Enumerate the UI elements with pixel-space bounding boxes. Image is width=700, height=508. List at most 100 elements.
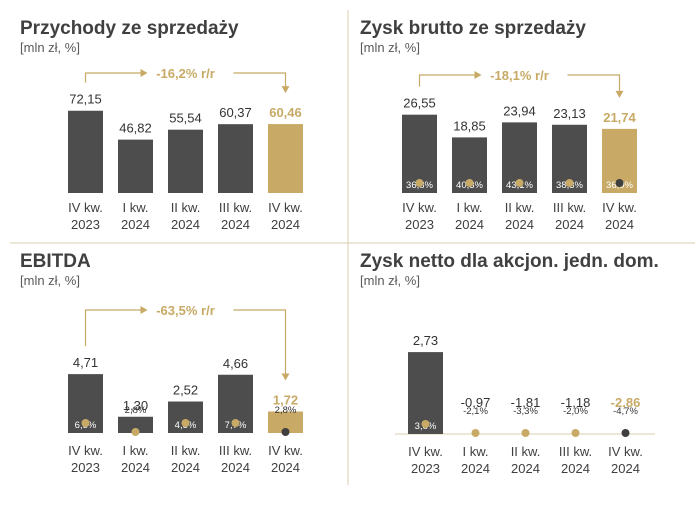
x-tick-label-4-year: 2024 bbox=[271, 460, 300, 475]
x-tick-label-1-quarter: I kw. bbox=[456, 200, 482, 215]
margin-marker-0 bbox=[81, 419, 90, 427]
x-tick-label-4-year: 2024 bbox=[605, 217, 634, 232]
margin-label-2: -3,3% bbox=[513, 406, 538, 417]
x-tick-label-4-year: 2024 bbox=[611, 461, 640, 476]
x-tick-label-1-year: 2024 bbox=[461, 461, 490, 476]
margin-marker-3 bbox=[571, 429, 580, 437]
x-tick-label-0-quarter: IV kw. bbox=[402, 200, 437, 215]
chart-unit-revenue: [mln zł, %] bbox=[20, 40, 80, 55]
margin-marker-2 bbox=[181, 419, 190, 427]
margin-marker-0 bbox=[415, 179, 424, 187]
chart-title-gross-profit: Zysk brutto ze sprzedaży bbox=[360, 18, 586, 39]
x-tick-label-3-year: 2024 bbox=[555, 217, 584, 232]
x-tick-label-0-year: 2023 bbox=[405, 217, 434, 232]
x-tick-label-3-year: 2024 bbox=[221, 217, 250, 232]
bar-4 bbox=[268, 124, 303, 193]
x-tick-label-1-year: 2024 bbox=[121, 217, 150, 232]
chart-unit-gross-profit: [mln zł, %] bbox=[360, 40, 420, 55]
chart-net-profit: Zysk netto dla akcjon. jedn. dom. [mln z… bbox=[360, 251, 659, 476]
chart-revenue: Przychody ze sprzedaży [mln zł, %] 72,15… bbox=[20, 18, 303, 232]
bracket-arrow-right bbox=[474, 71, 482, 79]
change-label: -63,5% r/r bbox=[156, 303, 215, 318]
margin-marker-4 bbox=[615, 179, 624, 187]
bracket-arrow-down bbox=[281, 86, 290, 94]
x-tick-label-2-quarter: II kw. bbox=[511, 444, 541, 459]
bracket-arrow-down bbox=[281, 373, 290, 381]
x-tick-label-3-year: 2024 bbox=[221, 460, 250, 475]
margin-marker-4 bbox=[621, 429, 630, 437]
bar-0 bbox=[68, 110, 103, 193]
x-tick-label-0-year: 2023 bbox=[71, 217, 100, 232]
x-tick-label-3-quarter: III kw. bbox=[559, 444, 592, 459]
change-bracket: -18,1% r/r bbox=[418, 68, 624, 98]
x-tick-label-4-quarter: IV kw. bbox=[268, 200, 303, 215]
x-tick-label-3-year: 2024 bbox=[561, 461, 590, 476]
value-label-1: 46,82 bbox=[119, 121, 152, 136]
value-label-1: 18,85 bbox=[453, 118, 486, 133]
value-label-4: -2,86 bbox=[611, 395, 641, 410]
bar-2 bbox=[168, 401, 203, 433]
value-label-0: 2,73 bbox=[413, 333, 438, 348]
bracket-arrow-right bbox=[140, 306, 148, 314]
bracket-right-line bbox=[233, 309, 287, 374]
x-tick-label-1-quarter: I kw. bbox=[462, 444, 488, 459]
chart-unit-net-profit: [mln zł, %] bbox=[360, 273, 420, 288]
margin-marker-4 bbox=[281, 428, 290, 436]
margin-marker-2 bbox=[521, 429, 530, 437]
value-label-1: -0,97 bbox=[461, 395, 491, 410]
chart-title-revenue: Przychody ze sprzedaży bbox=[20, 18, 239, 39]
value-label-2: -1,81 bbox=[511, 395, 541, 410]
x-tick-label-1-quarter: I kw. bbox=[122, 443, 148, 458]
chart-title-net-profit: Zysk netto dla akcjon. jedn. dom. bbox=[360, 251, 659, 272]
chart-ebitda: EBITDA [mln zł, %] 4,716,5%IV kw.20231,3… bbox=[20, 251, 303, 475]
value-label-3: 60,37 bbox=[219, 105, 252, 120]
bracket-arrow-down bbox=[615, 90, 624, 98]
chart-unit-ebitda: [mln zł, %] bbox=[20, 273, 80, 288]
x-tick-label-2-year: 2024 bbox=[511, 461, 540, 476]
x-tick-label-0-quarter: IV kw. bbox=[68, 443, 103, 458]
x-tick-label-2-quarter: II kw. bbox=[505, 200, 535, 215]
value-label-4: 21,74 bbox=[603, 110, 636, 125]
value-label-0: 26,55 bbox=[403, 96, 436, 111]
x-tick-label-1-year: 2024 bbox=[455, 217, 484, 232]
bar-1 bbox=[118, 139, 153, 193]
bar-3 bbox=[218, 124, 253, 193]
x-tick-label-4-year: 2024 bbox=[271, 217, 300, 232]
value-label-3: -1,18 bbox=[561, 395, 591, 410]
change-bracket: -63,5% r/r bbox=[84, 303, 290, 381]
x-tick-label-2-year: 2024 bbox=[505, 217, 534, 232]
x-tick-label-0-quarter: IV kw. bbox=[68, 200, 103, 215]
plot-revenue: 72,15 IV kw. 2023 46,82 I kw. 2024 55,54 II kw.… bbox=[68, 66, 303, 232]
x-tick-label-2-quarter: II kw. bbox=[171, 443, 201, 458]
margin-marker-3 bbox=[231, 419, 240, 427]
x-tick-label-0-quarter: IV kw. bbox=[408, 444, 443, 459]
bracket-arrow-right bbox=[140, 69, 148, 77]
value-label-2: 2,52 bbox=[173, 383, 198, 398]
x-tick-label-4-quarter: IV kw. bbox=[602, 200, 637, 215]
bracket-left-line bbox=[418, 74, 475, 87]
value-label-3: 23,13 bbox=[553, 106, 586, 121]
margin-label-1: -2,1% bbox=[463, 406, 488, 417]
x-tick-label-1-quarter: I kw. bbox=[122, 200, 148, 215]
value-label-0: 72,15 bbox=[69, 92, 102, 107]
plot-net-profit: 2,733,8%IV kw.2023-0,97-2,1%I kw.2024-1,… bbox=[408, 333, 643, 476]
x-tick-label-0-year: 2023 bbox=[411, 461, 440, 476]
x-tick-label-2-year: 2024 bbox=[171, 217, 200, 232]
x-tick-label-0-year: 2023 bbox=[71, 460, 100, 475]
bar-1 bbox=[118, 416, 153, 433]
change-label: -16,2% r/r bbox=[156, 66, 215, 81]
margin-label-1: 2,8% bbox=[125, 405, 147, 416]
bar-2 bbox=[168, 129, 203, 193]
x-tick-label-3-quarter: III kw. bbox=[219, 443, 252, 458]
change-label: -18,1% r/r bbox=[490, 68, 549, 83]
value-label-3: 4,66 bbox=[223, 356, 248, 371]
margin-marker-3 bbox=[565, 179, 574, 187]
value-label-4: 1,72 bbox=[273, 393, 298, 408]
value-label-2: 55,54 bbox=[169, 111, 202, 126]
margin-label-4: 2,8% bbox=[275, 405, 297, 416]
margin-label-3: -2,0% bbox=[563, 406, 588, 417]
margin-marker-0 bbox=[421, 420, 430, 428]
